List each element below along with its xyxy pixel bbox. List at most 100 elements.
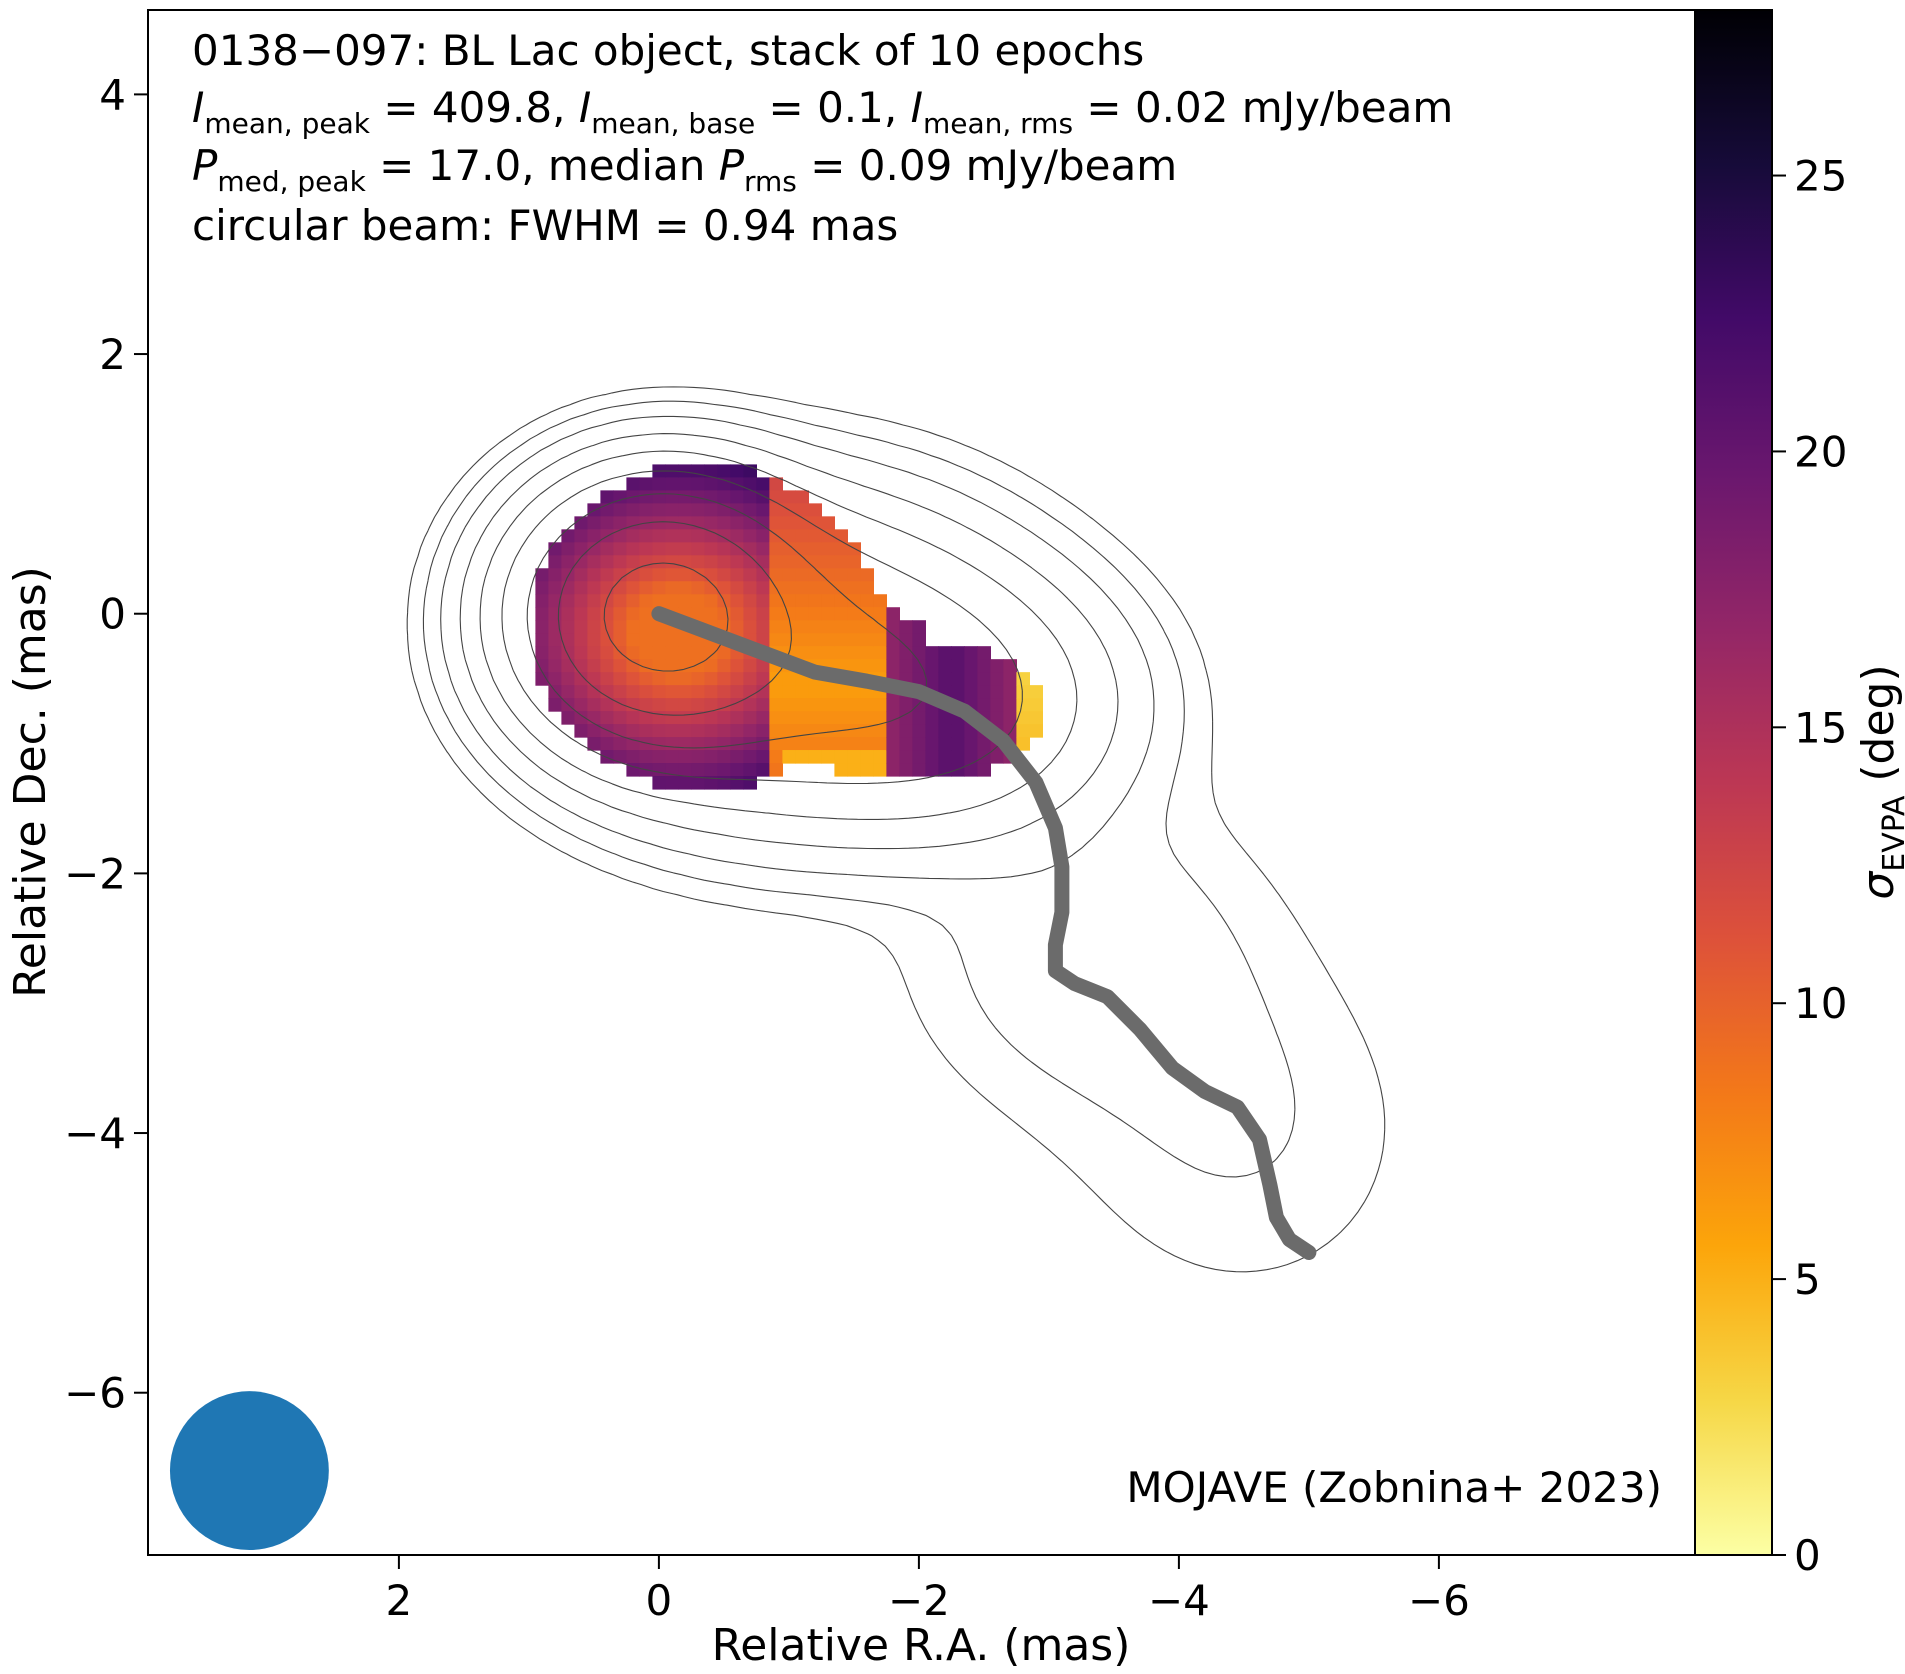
evpa-pixel <box>821 685 835 699</box>
evpa-pixel <box>808 620 822 634</box>
evpa-pixel <box>938 750 952 764</box>
evpa-pixel <box>613 698 627 712</box>
evpa-pixel <box>613 685 627 699</box>
evpa-pixel <box>756 737 770 751</box>
contour-line <box>459 433 1119 850</box>
evpa-pixel <box>600 646 614 660</box>
evpa-pixel <box>639 555 653 569</box>
evpa-pixel <box>626 542 640 556</box>
evpa-pixel <box>639 672 653 686</box>
evpa-pixel <box>652 750 666 764</box>
evpa-pixel <box>652 542 666 556</box>
evpa-pixel <box>847 685 861 699</box>
evpa-pixel <box>639 503 653 517</box>
evpa-pixel <box>639 633 653 647</box>
evpa-pixel <box>678 698 692 712</box>
evpa-pixel <box>730 516 744 530</box>
evpa-pixel <box>925 737 939 751</box>
evpa-pixel <box>626 529 640 543</box>
evpa-pixel <box>652 503 666 517</box>
evpa-pixel <box>795 555 809 569</box>
evpa-pixel <box>782 490 796 504</box>
evpa-pixel <box>730 594 744 608</box>
evpa-pixel <box>769 568 783 582</box>
evpa-pixel <box>600 685 614 699</box>
evpa-pixel <box>548 542 562 556</box>
evpa-pixel <box>678 542 692 556</box>
evpa-pixel <box>912 646 926 660</box>
evpa-pixel <box>769 633 783 647</box>
evpa-pixel <box>860 633 874 647</box>
subscript: rms <box>744 165 797 198</box>
evpa-pixel <box>756 724 770 738</box>
evpa-pixel <box>977 698 991 712</box>
evpa-pixel <box>730 685 744 699</box>
evpa-pixel <box>769 503 783 517</box>
evpa-pixel <box>951 659 965 673</box>
evpa-pixel <box>860 737 874 751</box>
evpa-pixel <box>665 711 679 725</box>
y-tick-label: 0 <box>99 590 126 639</box>
evpa-pixel <box>925 724 939 738</box>
evpa-pixel <box>899 711 913 725</box>
evpa-pixel <box>535 607 549 621</box>
evpa-pixel <box>795 542 809 556</box>
evpa-pixel <box>769 516 783 530</box>
evpa-pixel <box>704 672 718 686</box>
evpa-pixel <box>938 763 952 777</box>
evpa-pixel <box>678 724 692 738</box>
evpa-pixel <box>704 646 718 660</box>
evpa-pixel <box>587 672 601 686</box>
evpa-pixel <box>535 659 549 673</box>
evpa-pixel <box>769 672 783 686</box>
evpa-pixel <box>587 620 601 634</box>
evpa-pixel <box>678 529 692 543</box>
evpa-pixel <box>1029 698 1043 712</box>
y-tick-label: −6 <box>64 1369 126 1418</box>
evpa-pixel <box>717 477 731 491</box>
evpa-pixel <box>912 724 926 738</box>
contour-line <box>501 470 1023 785</box>
evpa-pixel <box>587 516 601 530</box>
evpa-pixel <box>548 672 562 686</box>
evpa-pixel <box>717 646 731 660</box>
p-symbol: P <box>192 141 218 190</box>
evpa-pixel <box>990 685 1004 699</box>
evpa-pixel <box>756 542 770 556</box>
evpa-pixel <box>678 633 692 647</box>
evpa-pixel <box>743 750 757 764</box>
evpa-pixel <box>808 594 822 608</box>
evpa-pixel <box>795 529 809 543</box>
evpa-pixel <box>665 555 679 569</box>
evpa-pixel <box>769 607 783 621</box>
evpa-pixel <box>691 698 705 712</box>
evpa-pixel <box>704 763 718 777</box>
evpa-pixel <box>613 555 627 569</box>
evpa-pixel <box>756 750 770 764</box>
evpa-pixel <box>626 698 640 712</box>
colorbar-tick-label: 25 <box>1794 152 1847 201</box>
contour-line <box>422 400 1296 1178</box>
evpa-pixel <box>691 672 705 686</box>
evpa-pixel <box>730 581 744 595</box>
x-tick-label: −6 <box>1408 1576 1470 1625</box>
evpa-pixel <box>639 711 653 725</box>
evpa-pixel <box>951 646 965 660</box>
subscript: mean, peak <box>204 107 370 140</box>
evpa-pixel <box>769 711 783 725</box>
evpa-pixel <box>626 555 640 569</box>
evpa-pixel <box>691 594 705 608</box>
evpa-pixel <box>613 529 627 543</box>
evpa-pixel <box>587 568 601 582</box>
evpa-pixel <box>743 659 757 673</box>
evpa-pixel <box>821 620 835 634</box>
evpa-pixel <box>678 763 692 777</box>
evpa-pixel <box>626 581 640 595</box>
evpa-pixel <box>847 555 861 569</box>
contour-line <box>479 450 1078 820</box>
evpa-pixel <box>535 633 549 647</box>
evpa-pixel <box>613 594 627 608</box>
evpa-pixel <box>743 477 757 491</box>
evpa-pixel <box>691 607 705 621</box>
evpa-pixel <box>574 698 588 712</box>
